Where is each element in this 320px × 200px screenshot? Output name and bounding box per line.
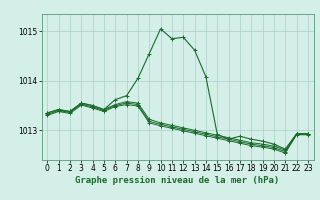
X-axis label: Graphe pression niveau de la mer (hPa): Graphe pression niveau de la mer (hPa) <box>76 176 280 185</box>
